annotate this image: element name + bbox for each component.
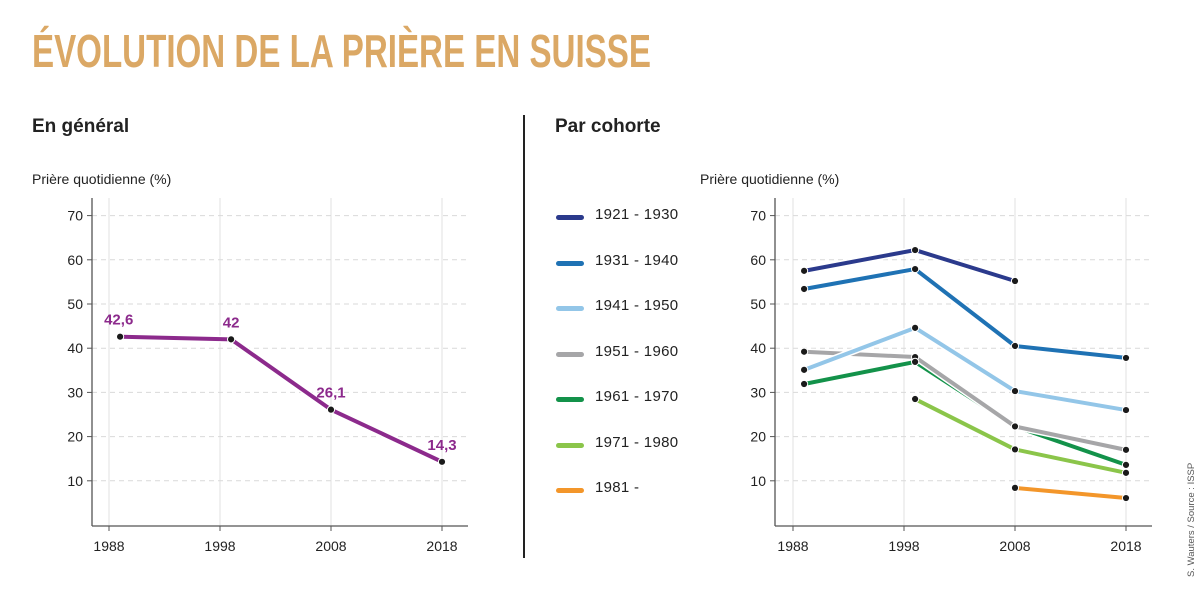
legend-item: 1961 - 1970 [556, 388, 678, 434]
x-tick-label: 2008 [315, 538, 346, 554]
data-point [800, 266, 809, 275]
series-line-outline [803, 265, 1127, 362]
y-tick-label: 20 [67, 429, 83, 445]
data-point [1121, 445, 1131, 454]
data-point [227, 335, 236, 344]
data-point [1010, 483, 1020, 492]
data-point [1010, 422, 1020, 431]
data-point [911, 264, 920, 274]
data-point [800, 347, 809, 356]
data-label: 26,1 [316, 385, 345, 402]
data-point [1121, 493, 1131, 503]
y-tick-label: 30 [67, 384, 83, 400]
series-line [804, 349, 1127, 452]
series-line [914, 397, 1127, 475]
series-line [1014, 485, 1127, 501]
y-tick-label: 50 [67, 296, 83, 312]
y-tick-label: 40 [750, 340, 766, 356]
cohort-legend: 1921 - 1930 1931 - 1940 1941 - 1950 1951 - … [556, 206, 678, 525]
y-tick-label: 30 [750, 384, 766, 400]
legend-item: 1941 - 1950 [556, 297, 678, 343]
x-tick-label: 2018 [426, 538, 457, 554]
legend-label: 1951 - 1960 [595, 342, 679, 360]
data-point [437, 457, 447, 466]
series-line-outline [913, 395, 1127, 477]
data-point [1010, 276, 1020, 286]
data-point [911, 323, 920, 332]
legend-label: 1921 - 1930 [595, 206, 679, 223]
y-tick-label: 20 [750, 429, 766, 445]
y-tick-label: 10 [750, 473, 766, 489]
legend-label: 1931 - 1940 [595, 251, 679, 269]
y-tick-label: 60 [750, 252, 766, 268]
y-tick-label: 70 [67, 208, 83, 224]
series-line [803, 267, 1127, 360]
series-line [803, 325, 1127, 413]
general-section-title: En général [32, 116, 130, 137]
y-tick-label: 10 [67, 473, 83, 489]
legend-swatch [556, 442, 584, 448]
legend-label: 1961 - 1970 [595, 388, 679, 405]
general-y-axis-label: Prière quotidienne (%) [32, 171, 172, 187]
legend-label: 1981 - [595, 479, 640, 496]
data-point [1010, 341, 1020, 351]
legend-swatch [556, 397, 584, 402]
section-divider [523, 115, 525, 558]
x-tick-label: 1988 [93, 538, 124, 554]
x-tick-label: 2018 [1110, 538, 1141, 554]
legend-swatch [556, 351, 584, 357]
data-label: 42,6 [104, 312, 133, 329]
data-point [911, 357, 920, 367]
legend-item: 1921 - 1930 [556, 206, 678, 252]
x-tick-label: 1988 [777, 538, 808, 554]
legend-swatch [556, 488, 584, 493]
data-point [1121, 468, 1131, 477]
y-tick-label: 50 [750, 296, 766, 312]
data-point [800, 379, 809, 389]
data-label: 42 [223, 314, 240, 331]
series-line [803, 248, 1016, 283]
data-point [116, 332, 125, 341]
y-tick-label: 70 [750, 208, 766, 224]
data-point [1010, 386, 1020, 396]
legend-swatch [556, 306, 584, 311]
data-point [1121, 353, 1131, 363]
legend-label: 1971 - 1980 [595, 433, 679, 451]
legend-item: 1951 - 1960 [556, 343, 678, 389]
data-point [911, 394, 920, 404]
data-point [1121, 460, 1131, 469]
series-line [120, 334, 443, 464]
cohort-y-axis-label: Prière quotidienne (%) [700, 171, 840, 187]
cohort-section-title: Par cohorte [555, 116, 661, 137]
cohort-chart: 1988 1998 2008 2018 10 20 30 40 50 60 70 [750, 198, 1152, 554]
data-point [326, 405, 336, 414]
y-tick-label: 40 [67, 340, 83, 356]
x-tick-label: 1998 [888, 538, 919, 554]
x-tick-label: 1998 [204, 538, 235, 554]
data-point [800, 365, 809, 374]
data-point [1121, 405, 1131, 415]
general-chart: 1988 1998 2008 2018 10 20 30 40 50 60 70 42,6 42 26,1… [67, 198, 468, 554]
legend-swatch [556, 260, 584, 266]
data-point [800, 284, 809, 294]
y-tick-label: 60 [67, 252, 83, 268]
data-label: 14,3 [427, 437, 456, 454]
legend-swatch [556, 215, 584, 220]
data-point [1010, 445, 1020, 454]
legend-label: 1941 - 1950 [595, 297, 679, 314]
legend-item: 1931 - 1940 [556, 252, 678, 298]
x-tick-label: 2008 [999, 538, 1030, 554]
main-title: ÉVOLUTION DE LA PRIÈRE EN SUISSE [32, 25, 651, 77]
legend-item: 1971 - 1980 [556, 434, 678, 480]
legend-item: 1981 - [556, 479, 678, 525]
series-line-outline [120, 333, 444, 465]
data-point [911, 245, 920, 255]
